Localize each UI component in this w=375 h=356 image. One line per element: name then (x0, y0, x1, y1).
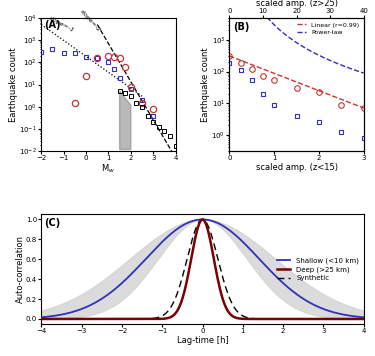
X-axis label: scaled amp. (z>25): scaled amp. (z>25) (256, 0, 338, 8)
Text: (B): (B) (233, 22, 250, 32)
Legend: Linear (r=0.99), Power-law: Linear (r=0.99), Power-law (296, 21, 361, 36)
Y-axis label: Auto-correlation: Auto-correlation (15, 235, 24, 303)
X-axis label: M$_w$: M$_w$ (101, 163, 115, 176)
Polygon shape (120, 91, 131, 150)
Text: (C): (C) (45, 218, 61, 228)
Legend: Shallow (<10 km), Deep (>25 km), Synthetic: Shallow (<10 km), Deep (>25 km), Synthet… (275, 256, 360, 283)
Y-axis label: Earthquake count: Earthquake count (201, 47, 210, 122)
X-axis label: scaled amp. (z<15): scaled amp. (z<15) (256, 163, 338, 172)
Y-axis label: Earthquake count: Earthquake count (9, 47, 18, 122)
Text: slope=-2: slope=-2 (80, 9, 102, 33)
Text: (A): (A) (44, 21, 60, 31)
Text: slope=-1: slope=-1 (48, 16, 75, 33)
X-axis label: Lag-time [h]: Lag-time [h] (177, 335, 228, 345)
